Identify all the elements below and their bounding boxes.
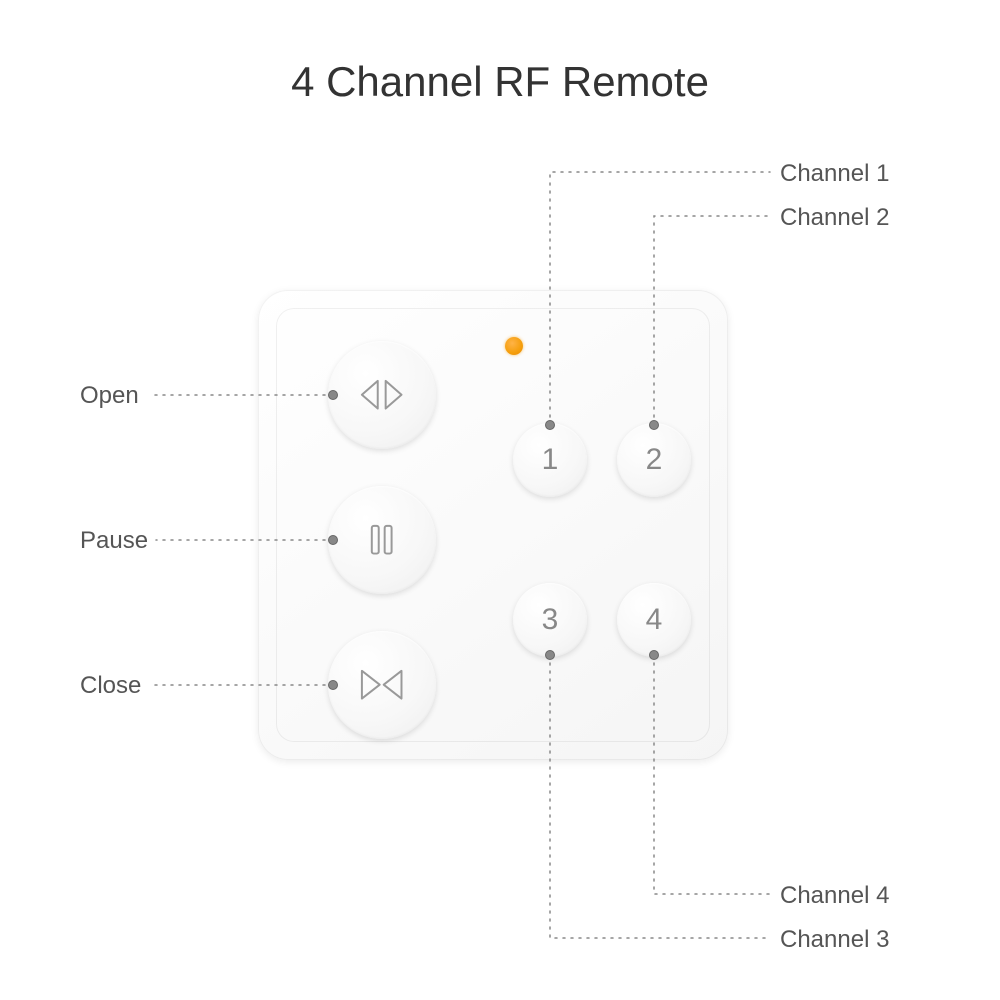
led-indicator [505, 337, 523, 355]
callout-dot [328, 680, 338, 690]
channel-number: 1 [542, 443, 559, 477]
callout-dot [545, 650, 555, 660]
label-channel-4: Channel 4 [780, 882, 889, 910]
close-button[interactable] [328, 631, 436, 739]
channel-2-button[interactable]: 2 [617, 423, 691, 497]
open-icon [352, 365, 411, 424]
channel-3-button[interactable]: 3 [513, 583, 587, 657]
callout-dot [328, 390, 338, 400]
label-pause: Pause [80, 527, 148, 555]
callout-dot [545, 420, 555, 430]
label-channel-3: Channel 3 [780, 926, 889, 954]
channel-number: 2 [646, 443, 663, 477]
pause-button[interactable] [328, 486, 436, 594]
label-open: Open [80, 382, 139, 410]
channel-4-button[interactable]: 4 [617, 583, 691, 657]
open-button[interactable] [328, 341, 436, 449]
callout-dot [649, 650, 659, 660]
callout-dot [649, 420, 659, 430]
label-channel-2: Channel 2 [780, 204, 889, 232]
label-channel-1: Channel 1 [780, 160, 889, 188]
channel-number: 4 [646, 603, 663, 637]
callout-dot [328, 535, 338, 545]
pause-icon [352, 510, 411, 569]
page-title: 4 Channel RF Remote [0, 58, 1000, 106]
label-close: Close [80, 672, 141, 700]
close-icon [352, 655, 411, 714]
channel-1-button[interactable]: 1 [513, 423, 587, 497]
channel-number: 3 [542, 603, 559, 637]
